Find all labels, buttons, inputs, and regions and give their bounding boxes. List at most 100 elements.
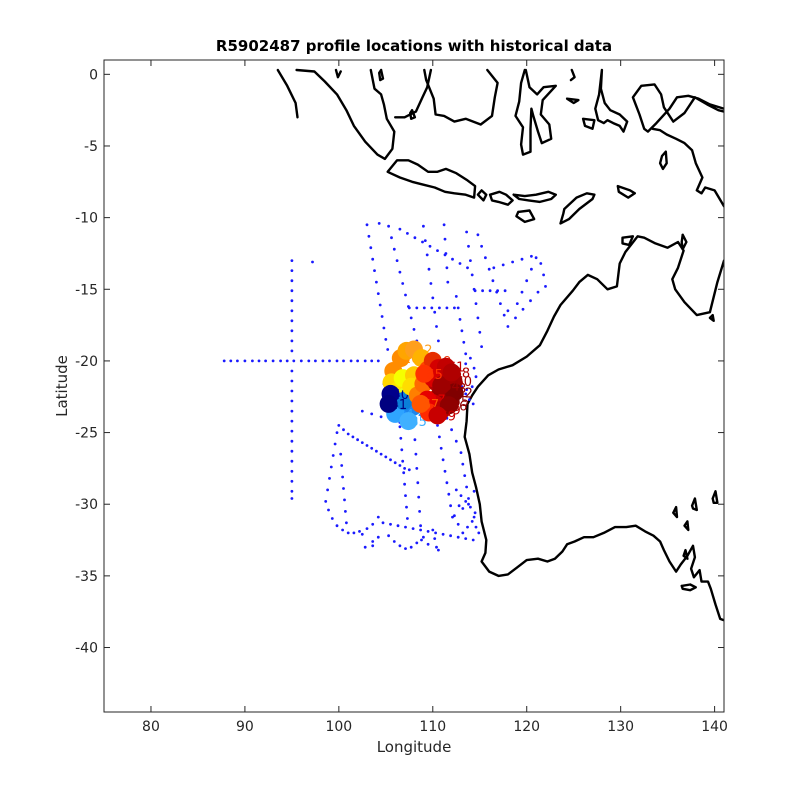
historical-point — [360, 409, 364, 413]
historical-point — [469, 505, 472, 509]
historical-point — [387, 224, 390, 228]
historical-point — [369, 246, 373, 250]
historical-point — [290, 469, 294, 473]
y-tick-label: 0 — [89, 67, 98, 83]
historical-point — [542, 273, 545, 277]
historical-point — [413, 438, 417, 442]
historical-point — [499, 302, 502, 305]
historical-point — [314, 359, 317, 363]
y-tick-label: -20 — [75, 354, 98, 370]
historical-point — [470, 520, 474, 523]
historical-point — [458, 262, 462, 265]
x-tick-label: 110 — [419, 719, 446, 735]
historical-point — [398, 270, 402, 274]
historical-point — [390, 236, 393, 240]
historical-point — [472, 366, 476, 370]
historical-point — [290, 449, 294, 453]
historical-point — [229, 359, 233, 363]
historical-point — [328, 477, 331, 480]
historical-point — [461, 531, 465, 535]
historical-point — [441, 458, 445, 462]
historical-point — [360, 532, 364, 536]
coastline-segment — [680, 233, 688, 251]
historical-point — [429, 282, 433, 285]
x-tick-label: 100 — [325, 719, 352, 735]
historical-point — [290, 299, 294, 303]
historical-point — [363, 359, 367, 363]
historical-point — [378, 303, 382, 307]
x-tick-label: 140 — [701, 719, 728, 735]
historical-point — [386, 348, 390, 351]
historical-point — [453, 514, 456, 518]
historical-point — [416, 481, 420, 485]
historical-point — [441, 532, 445, 536]
y-tick-label: -30 — [75, 497, 98, 513]
historical-point — [371, 540, 375, 543]
historical-point — [534, 256, 538, 260]
coastline-segment — [631, 83, 724, 133]
historical-point — [352, 531, 356, 535]
coastline-segment — [680, 583, 697, 592]
coastline-segment — [463, 235, 724, 622]
historical-point — [445, 266, 449, 270]
historical-point — [443, 469, 447, 473]
historical-point — [438, 435, 441, 439]
float-profile-point — [411, 394, 430, 413]
historical-point — [404, 494, 407, 497]
historical-point — [487, 267, 491, 271]
historical-point — [356, 359, 359, 363]
historical-point — [346, 432, 350, 436]
historical-point — [459, 494, 463, 497]
historical-point — [401, 459, 405, 463]
historical-point — [290, 389, 294, 393]
historical-point — [472, 515, 476, 519]
historical-point — [426, 542, 430, 546]
historical-point — [339, 452, 343, 456]
historical-point — [375, 280, 378, 284]
historical-point — [406, 232, 409, 235]
historical-point — [414, 452, 418, 456]
historical-point — [501, 263, 505, 267]
float-profile-layer: 1101112132021222324313233343536404114151… — [379, 340, 473, 431]
coastline-segment — [708, 313, 715, 322]
historical-point — [285, 359, 289, 363]
historical-point — [290, 497, 294, 500]
historical-point — [481, 289, 484, 293]
historical-point — [290, 279, 294, 283]
historical-point — [470, 273, 474, 277]
historical-point — [371, 257, 375, 261]
historical-point — [290, 479, 294, 483]
historical-point — [409, 316, 413, 320]
coastline-segment — [378, 68, 385, 82]
historical-point — [436, 249, 439, 253]
historical-point — [415, 306, 419, 310]
historical-point — [333, 442, 337, 446]
float-profile-point — [428, 406, 447, 425]
historical-point — [413, 236, 417, 240]
historical-point — [474, 375, 478, 379]
historical-point — [398, 227, 402, 231]
historical-point — [474, 525, 478, 529]
historical-point — [468, 398, 471, 401]
historical-point — [449, 534, 452, 538]
historical-point — [464, 500, 468, 503]
historical-point — [330, 517, 334, 520]
historical-point — [466, 266, 469, 270]
historical-point — [292, 359, 296, 363]
historical-point — [431, 528, 435, 532]
historical-point — [376, 535, 380, 539]
historical-point — [469, 259, 472, 262]
historical-point — [454, 439, 458, 443]
historical-point — [407, 306, 411, 310]
historical-point — [470, 385, 474, 389]
historical-point — [365, 223, 369, 227]
historical-point — [471, 538, 475, 542]
historical-point — [529, 299, 532, 303]
coastline-segment — [512, 190, 557, 204]
x-tick-label: 80 — [142, 719, 160, 735]
float-profile-point — [379, 394, 398, 413]
historical-point — [450, 428, 453, 432]
historical-point — [351, 435, 355, 439]
historical-point — [328, 359, 331, 363]
historical-point — [377, 222, 381, 225]
